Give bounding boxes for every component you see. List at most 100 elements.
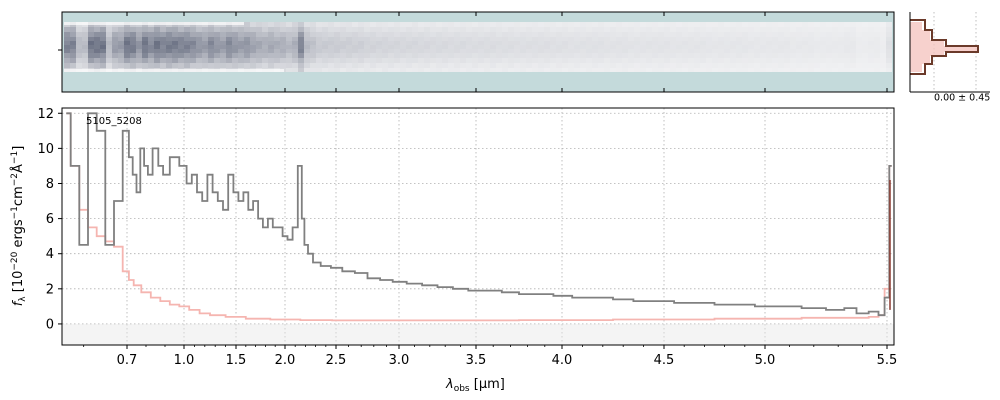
heatmap-cell <box>130 63 136 68</box>
heatmap-cell <box>358 32 364 37</box>
heatmap-cell <box>814 53 820 58</box>
heatmap-cell <box>658 27 664 32</box>
heatmap-cell <box>652 58 658 63</box>
heatmap-cell <box>280 41 286 45</box>
heatmap-cell <box>436 22 442 27</box>
heatmap-cell <box>370 45 376 49</box>
heatmap-cell <box>628 49 634 53</box>
heatmap-cell <box>754 58 760 63</box>
heatmap-cell <box>874 22 880 27</box>
heatmap-cell <box>796 49 802 53</box>
heatmap-cell <box>790 58 796 63</box>
heatmap-cell <box>598 45 604 49</box>
heatmap-cell <box>556 27 562 32</box>
heatmap-cell <box>514 45 520 49</box>
heatmap-cell <box>622 37 628 41</box>
heatmap-cell <box>136 63 142 68</box>
heatmap-cell <box>112 63 118 68</box>
heatmap-cell <box>730 27 736 32</box>
heatmap-cell <box>658 22 664 27</box>
heatmap-cell <box>604 53 610 58</box>
heatmap-cell <box>112 32 118 37</box>
heatmap-cell <box>802 22 808 27</box>
heatmap-cell <box>358 68 364 72</box>
heatmap-cell <box>430 45 436 49</box>
heatmap-cell <box>154 63 160 68</box>
heatmap-cell <box>196 27 202 32</box>
heatmap-cell <box>358 49 364 53</box>
heatmap-cell <box>364 41 370 45</box>
heatmap-cell <box>496 22 502 27</box>
heatmap-cell <box>292 63 298 68</box>
heatmap-cell <box>520 37 526 41</box>
heatmap-cell <box>724 58 730 63</box>
heatmap-cell <box>826 37 832 41</box>
heatmap-cell <box>874 63 880 68</box>
heatmap-cell <box>478 32 484 37</box>
heatmap-cell <box>388 58 394 63</box>
heatmap-cell <box>742 41 748 45</box>
heatmap-cell <box>808 58 814 63</box>
heatmap-cell <box>652 45 658 49</box>
heatmap-cell <box>286 53 292 58</box>
heatmap-cell <box>124 41 130 45</box>
heatmap-cell <box>568 41 574 45</box>
heatmap-cell <box>496 68 502 72</box>
heatmap-cell <box>352 22 358 27</box>
heatmap-cell <box>490 49 496 53</box>
heatmap-cell <box>76 58 82 63</box>
heatmap-cell <box>748 32 754 37</box>
heatmap-cell <box>352 53 358 58</box>
heatmap-cell <box>508 41 514 45</box>
heatmap-cell <box>634 37 640 41</box>
heatmap-cell <box>532 53 538 58</box>
heatmap-cell <box>346 27 352 32</box>
heatmap-cell <box>118 32 124 37</box>
heatmap-cell <box>604 49 610 53</box>
heatmap-cell <box>172 37 178 41</box>
heatmap-cell <box>718 68 724 72</box>
heatmap-cell <box>484 32 490 37</box>
heatmap-cell <box>538 41 544 45</box>
heatmap-cell <box>472 53 478 58</box>
heatmap-cell <box>250 45 256 49</box>
heatmap-cell <box>550 58 556 63</box>
heatmap-cell <box>826 45 832 49</box>
heatmap-cell <box>466 22 472 27</box>
heatmap-cell <box>736 49 742 53</box>
heatmap-cell <box>676 32 682 37</box>
heatmap-cell <box>862 68 868 72</box>
heatmap-cell <box>322 32 328 37</box>
heatmap-cell <box>472 22 478 27</box>
heatmap-cell <box>448 37 454 41</box>
heatmap-cell <box>826 49 832 53</box>
heatmap-cell <box>142 49 148 53</box>
heatmap-cell <box>556 53 562 58</box>
heatmap-cell <box>532 37 538 41</box>
heatmap-cell <box>376 27 382 32</box>
heatmap-cell <box>304 45 310 49</box>
heatmap-cell <box>790 22 796 27</box>
heatmap-cell <box>640 63 646 68</box>
heatmap-cell <box>364 53 370 58</box>
heatmap-cell <box>298 58 304 63</box>
heatmap-cell <box>436 37 442 41</box>
heatmap-cell <box>508 68 514 72</box>
heatmap-cell <box>436 53 442 58</box>
heatmap-cell <box>316 22 322 27</box>
heatmap-cell <box>184 32 190 37</box>
heatmap-cell <box>70 58 76 63</box>
heatmap-cell <box>268 37 274 41</box>
heatmap-cell <box>748 58 754 63</box>
heatmap-cell <box>418 32 424 37</box>
heatmap-cell <box>508 45 514 49</box>
heatmap-cell <box>592 32 598 37</box>
heatmap-cell <box>670 53 676 58</box>
heatmap-cell <box>304 22 310 27</box>
heatmap-cell <box>676 41 682 45</box>
heatmap-cell <box>130 49 136 53</box>
heatmap-cell <box>484 22 490 27</box>
heatmap-cell <box>838 37 844 41</box>
heatmap-cell <box>262 58 268 63</box>
heatmap-cell <box>382 37 388 41</box>
